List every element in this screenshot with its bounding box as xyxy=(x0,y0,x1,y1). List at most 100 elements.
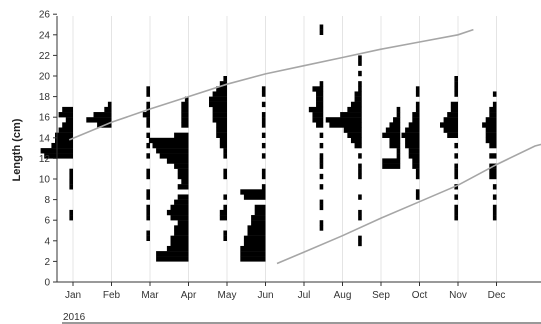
bar-4-22 xyxy=(219,81,227,87)
year-label: 2016 xyxy=(63,312,86,323)
bar-6-16 xyxy=(316,96,324,102)
bar-9-12 xyxy=(408,122,420,128)
bar-6-5 xyxy=(319,173,324,180)
bar-0-4 xyxy=(69,173,73,180)
bar-5-13 xyxy=(261,184,266,190)
bar-8-8 xyxy=(389,122,401,128)
bar-3-1 xyxy=(156,251,189,257)
x-tick-labels: Jan Feb Mar Apr May Jun Jul Aug Sep Oct Nov Dec xyxy=(65,290,505,301)
bar-10-19 xyxy=(454,81,458,87)
bar-5-1 xyxy=(240,251,266,257)
bar-8-11 xyxy=(396,106,401,113)
bar-4-19 xyxy=(209,96,227,102)
bar-5-2 xyxy=(240,245,266,252)
bar-4-12 xyxy=(216,132,227,138)
bar-7-2 xyxy=(358,215,362,221)
bar-10-9 xyxy=(454,142,458,149)
bar-4-13 xyxy=(216,127,227,133)
x-tick-label-feb: Feb xyxy=(103,290,121,301)
bar-6-15 xyxy=(316,101,324,108)
bar-3-3 xyxy=(170,240,189,247)
bar-4-9 xyxy=(223,148,227,154)
bar-7-1 xyxy=(358,235,362,241)
bar-4-11 xyxy=(219,137,227,144)
bar-10-20 xyxy=(454,76,458,82)
bar-3-2 xyxy=(166,245,189,252)
bar-2-7 xyxy=(146,173,150,180)
bar-10-16 xyxy=(450,101,458,108)
bar-2-17 xyxy=(146,91,150,97)
bar-2-11 xyxy=(146,132,150,138)
bar-2-5 xyxy=(146,194,150,200)
bar-5-22 xyxy=(261,101,266,108)
bar-10-7 xyxy=(454,163,458,169)
bar-7-0 xyxy=(358,240,362,247)
bar-2-6 xyxy=(146,189,150,195)
bar-5-14 xyxy=(261,173,266,180)
y-tick-label-14: 14 xyxy=(39,133,51,144)
bar-0-0 xyxy=(69,215,73,221)
bar-9-10 xyxy=(401,132,420,138)
bar-7-18 xyxy=(354,96,362,102)
bar-2-9 xyxy=(146,153,150,159)
bar-4-10 xyxy=(219,142,227,149)
bar-5-23 xyxy=(261,91,266,97)
bar-3-0 xyxy=(156,256,189,262)
bar-10-1 xyxy=(454,209,458,216)
bar-10-18 xyxy=(454,86,458,92)
bar-5-5 xyxy=(247,230,266,236)
bar-7-6 xyxy=(358,168,362,175)
bar-7-3 xyxy=(358,209,362,216)
bar-0-11 xyxy=(58,127,73,133)
bar-4-14 xyxy=(216,122,227,128)
bar-8-0 xyxy=(382,163,401,169)
bar-4-3 xyxy=(219,209,227,216)
bar-3-26 xyxy=(181,112,189,118)
bar-11-8 xyxy=(489,153,497,159)
bar-3-9 xyxy=(166,209,189,216)
y-axis-title: Length (cm) xyxy=(11,118,23,181)
bar-9-5 xyxy=(412,158,420,164)
bar-6-1 xyxy=(319,220,324,226)
bar-11-12 xyxy=(485,127,497,133)
bar-11-3 xyxy=(492,194,497,200)
bar-1-3 xyxy=(104,106,112,113)
bar-7-8 xyxy=(358,153,362,159)
bar-5-3 xyxy=(243,240,266,247)
bar-3-21 xyxy=(152,142,189,149)
x-tick-label-aug: Aug xyxy=(334,290,352,301)
bar-1-1 xyxy=(86,117,112,123)
bar-4-8 xyxy=(223,153,227,159)
bar-6-4 xyxy=(319,184,324,190)
bar-0-14 xyxy=(58,112,73,118)
bar-1-4 xyxy=(107,101,112,108)
bar-3-28 xyxy=(181,101,189,108)
bar-8-4 xyxy=(389,142,401,149)
bar-6-18 xyxy=(312,86,324,92)
bar-0-2 xyxy=(69,184,73,190)
bar-6-11 xyxy=(316,122,324,128)
bar-8-10 xyxy=(396,112,401,118)
bar-9-11 xyxy=(405,127,420,133)
bar-9-7 xyxy=(408,148,420,154)
bar-0-15 xyxy=(62,106,73,113)
bar-5-10 xyxy=(254,204,266,211)
bar-2-3 xyxy=(146,209,150,216)
bar-4-18 xyxy=(209,101,227,108)
x-tick-label-jan: Jan xyxy=(65,290,81,301)
bar-10-17 xyxy=(454,91,458,97)
bar-9-9 xyxy=(405,137,420,144)
bar-6-2 xyxy=(319,204,324,211)
bar-4-16 xyxy=(212,112,227,118)
bar-5-6 xyxy=(247,225,266,231)
bar-8-2 xyxy=(396,153,401,159)
bar-11-10 xyxy=(485,137,497,144)
bar-10-11 xyxy=(443,127,458,133)
bar-5-0 xyxy=(240,256,266,262)
bar-3-27 xyxy=(181,106,189,113)
bar-3-13 xyxy=(177,184,189,190)
bar-3-14 xyxy=(181,179,189,185)
bar-5-20 xyxy=(261,117,266,123)
bar-5-12 xyxy=(240,189,266,195)
